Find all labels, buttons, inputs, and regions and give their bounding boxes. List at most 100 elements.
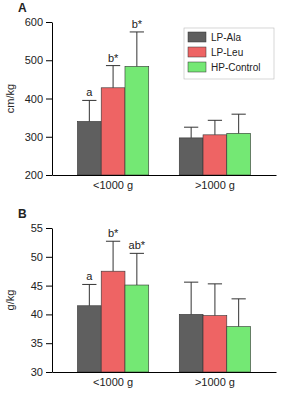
bar bbox=[227, 326, 251, 372]
x-tick-label: >1000 g bbox=[195, 179, 235, 191]
y-tick: 35 bbox=[31, 337, 52, 349]
error-stem bbox=[136, 32, 137, 66]
error-bar bbox=[130, 32, 144, 66]
y-tick: 40 bbox=[31, 308, 52, 320]
y-tick: 300 bbox=[25, 131, 52, 143]
figure: 200 300 400 500 600 <1000 g >1000 g cm/kg Aa b* b*… bbox=[0, 0, 281, 400]
y-tick: 200 bbox=[25, 169, 52, 181]
y-tick-mark bbox=[46, 22, 52, 23]
y-tick-label: 40 bbox=[31, 308, 43, 320]
y-tick-mark bbox=[46, 137, 52, 138]
bar bbox=[227, 133, 251, 175]
y-axis-line bbox=[52, 23, 53, 176]
y-tick-label: 45 bbox=[31, 280, 43, 292]
error-cap bbox=[232, 114, 246, 115]
error-bar bbox=[184, 127, 198, 138]
y-axis-title: cm/kg bbox=[4, 84, 16, 113]
error-cap bbox=[208, 120, 222, 121]
error-stem bbox=[113, 241, 114, 271]
error-bar bbox=[208, 284, 222, 316]
bar bbox=[203, 135, 227, 175]
bar bbox=[101, 88, 125, 175]
error-stem bbox=[113, 66, 114, 88]
significance-label: a bbox=[86, 270, 93, 282]
annotations: ab*ab* bbox=[86, 227, 146, 282]
bar bbox=[77, 121, 101, 175]
y-tick-label: 200 bbox=[25, 169, 43, 181]
error-bar bbox=[82, 100, 96, 121]
error-cap bbox=[208, 283, 222, 284]
error-stem bbox=[136, 253, 137, 285]
legend-swatch bbox=[188, 32, 206, 42]
significance-label: b* bbox=[132, 18, 143, 30]
significance-label: b* bbox=[108, 52, 119, 64]
y-tick-mark bbox=[46, 286, 52, 287]
x-axis: <1000 g >1000 g bbox=[53, 175, 277, 191]
error-cap bbox=[106, 241, 120, 242]
y-tick-label: 300 bbox=[25, 131, 43, 143]
legend-swatch bbox=[188, 47, 206, 57]
y-tick: 45 bbox=[31, 280, 52, 292]
y-tick-mark bbox=[46, 372, 52, 373]
y-tick-mark bbox=[46, 175, 52, 176]
y-tick: 50 bbox=[31, 251, 52, 263]
error-cap bbox=[130, 253, 144, 254]
x-tick: <1000 g bbox=[93, 372, 133, 388]
y-axis: 30 35 40 45 50 55 bbox=[31, 222, 53, 378]
error-stem bbox=[191, 127, 192, 138]
x-tick-label: <1000 g bbox=[93, 179, 133, 191]
bar bbox=[77, 306, 101, 372]
legend-label: LP-Ala bbox=[211, 32, 241, 43]
y-tick-label: 55 bbox=[31, 222, 43, 234]
error-cap bbox=[82, 100, 96, 101]
legend-box bbox=[184, 28, 274, 79]
error-cap bbox=[130, 31, 144, 32]
error-stem bbox=[214, 284, 215, 316]
panel-title: B bbox=[18, 207, 27, 221]
y-tick: 500 bbox=[25, 54, 52, 66]
y-tick-label: 400 bbox=[25, 93, 43, 105]
error-stem bbox=[214, 120, 215, 135]
bar bbox=[179, 314, 203, 372]
error-stem bbox=[89, 284, 90, 305]
bar bbox=[101, 271, 125, 372]
y-tick-mark bbox=[46, 228, 52, 229]
y-tick-mark bbox=[46, 99, 52, 100]
error-bar bbox=[208, 120, 222, 135]
y-tick: 30 bbox=[31, 366, 52, 378]
x-tick: <1000 g bbox=[93, 175, 133, 191]
bar bbox=[125, 285, 149, 372]
x-tick: >1000 g bbox=[195, 175, 235, 191]
y-tick-mark bbox=[46, 60, 52, 61]
y-tick-label: 30 bbox=[31, 366, 43, 378]
plot-area bbox=[77, 241, 250, 372]
x-tick-label: <1000 g bbox=[93, 376, 133, 388]
error-bar bbox=[232, 299, 246, 327]
panel-title: A bbox=[18, 1, 27, 15]
bar bbox=[125, 66, 149, 175]
error-stem bbox=[89, 100, 90, 121]
x-axis-line bbox=[53, 372, 277, 373]
significance-label: a bbox=[86, 86, 93, 98]
bar bbox=[203, 316, 227, 372]
y-tick-mark bbox=[46, 314, 52, 315]
y-tick: 600 bbox=[25, 16, 52, 28]
error-cap bbox=[184, 127, 198, 128]
legend-label: HP-Control bbox=[211, 62, 260, 73]
x-axis: <1000 g >1000 g bbox=[53, 372, 277, 388]
legend: LP-AlaLP-LeuHP-Control bbox=[184, 28, 274, 79]
error-cap bbox=[82, 284, 96, 285]
y-tick-mark bbox=[46, 343, 52, 344]
annotations: a b* b* bbox=[86, 18, 142, 98]
y-tick-label: 600 bbox=[25, 16, 43, 28]
error-bar bbox=[106, 66, 120, 88]
error-bar bbox=[82, 284, 96, 305]
error-cap bbox=[106, 65, 120, 66]
error-stem bbox=[238, 299, 239, 327]
y-tick: 400 bbox=[25, 93, 52, 105]
y-tick-label: 35 bbox=[31, 337, 43, 349]
error-bar bbox=[106, 241, 120, 271]
y-tick-label: 50 bbox=[31, 251, 43, 263]
y-tick: 55 bbox=[31, 222, 52, 234]
x-tick-label: >1000 g bbox=[195, 376, 235, 388]
